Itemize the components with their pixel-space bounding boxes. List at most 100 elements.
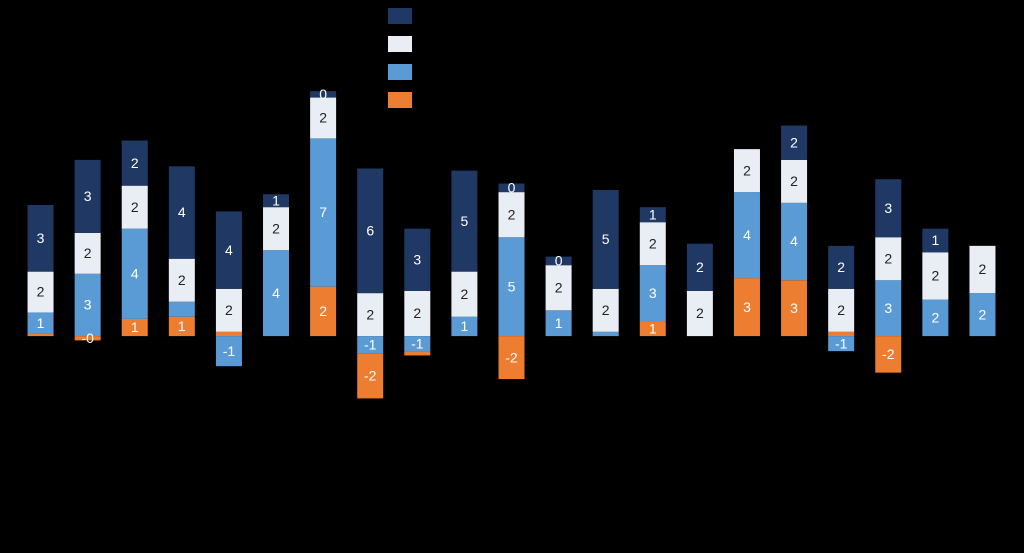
bar-segment [922, 228, 949, 253]
data-label: 2 [837, 302, 845, 318]
data-label: 2 [272, 220, 280, 236]
data-label: 2 [178, 272, 186, 288]
data-label: 2 [555, 279, 563, 295]
bar-segment [639, 222, 666, 266]
data-label: -2 [882, 346, 895, 362]
data-label: 2 [508, 206, 516, 222]
data-label: 1 [272, 192, 280, 208]
data-label: 2 [461, 286, 469, 302]
data-label: 6 [366, 222, 374, 238]
bar-segment [969, 245, 996, 294]
bar-segment [168, 316, 195, 337]
bar-segment [875, 179, 902, 238]
legend-swatch [388, 8, 412, 24]
bar-segment [875, 237, 902, 281]
data-label: -0 [81, 330, 94, 346]
bar-segment [686, 243, 713, 291]
data-label: -1 [411, 335, 424, 351]
legend-swatch [388, 64, 412, 80]
data-label: 0 [319, 86, 327, 102]
data-label: -2 [364, 368, 377, 384]
bar-segment [498, 192, 525, 238]
data-label: 2 [790, 173, 798, 189]
data-label: 4 [272, 285, 280, 301]
data-label: 2 [743, 162, 751, 178]
bar-segment [168, 301, 195, 317]
data-label: 2 [979, 306, 987, 322]
bar-segment [168, 258, 195, 302]
data-label: 1 [178, 318, 186, 334]
bar-segment [263, 194, 290, 208]
data-label: 2 [366, 306, 374, 322]
bar-segment [310, 138, 337, 287]
bar-segment [875, 336, 902, 373]
data-label: 3 [84, 188, 92, 204]
bar-segment [357, 336, 384, 354]
data-label: 3 [37, 230, 45, 246]
data-label: -2 [505, 349, 518, 365]
bar-segment [686, 290, 713, 337]
data-label: 3 [84, 297, 92, 313]
bar-segment [639, 207, 666, 223]
data-label: 2 [84, 245, 92, 261]
data-label: 2 [649, 235, 657, 251]
bar-segment [781, 202, 808, 281]
bar-segment [781, 159, 808, 203]
legend-swatch [388, 36, 412, 52]
data-label: -1 [223, 343, 236, 359]
data-label: 1 [649, 206, 657, 222]
bar-segment [828, 288, 855, 332]
bar-segment [545, 256, 572, 266]
bar-segment [733, 149, 760, 193]
bar-segment [404, 290, 431, 337]
data-label: 1 [131, 319, 139, 335]
data-label: 2 [696, 259, 704, 275]
data-label: 2 [37, 284, 45, 300]
data-label: 5 [602, 231, 610, 247]
data-label: 4 [131, 265, 139, 281]
bar-segment [498, 237, 525, 337]
data-label: 4 [743, 227, 751, 243]
data-label: 2 [790, 134, 798, 150]
data-label: 1 [649, 320, 657, 336]
bar-segment [263, 250, 290, 337]
bar-segment [639, 321, 666, 337]
data-label: 0 [555, 253, 563, 269]
data-label: 1 [461, 318, 469, 334]
data-label: 4 [178, 204, 186, 220]
bar-segment [215, 211, 242, 289]
bar-segment [922, 252, 949, 300]
data-label: 2 [413, 305, 421, 321]
data-label: 4 [225, 242, 233, 258]
bar-segment [357, 293, 384, 337]
bar-segment [404, 336, 431, 352]
bar-segment [357, 353, 384, 399]
bar-segment [168, 166, 195, 259]
data-label: 1 [555, 315, 563, 331]
bar-segment [498, 183, 525, 193]
data-label: 2 [837, 259, 845, 275]
data-label: -1 [835, 335, 848, 351]
bar-segment [592, 288, 619, 332]
data-label: 2 [979, 261, 987, 277]
data-label: 3 [884, 300, 892, 316]
data-label: 3 [884, 200, 892, 216]
bar-segment [121, 140, 148, 186]
data-label: 2 [931, 268, 939, 284]
bar-segment [27, 205, 54, 272]
data-label: 3 [413, 252, 421, 268]
data-label: 1 [37, 315, 45, 331]
bar-segment [498, 336, 525, 380]
data-label: 0 [508, 180, 516, 196]
bar-segment [875, 280, 902, 337]
data-label: 2 [319, 110, 327, 126]
data-label: 5 [508, 278, 516, 294]
bar-segment [828, 245, 855, 289]
data-label: 2 [225, 302, 233, 318]
legend-swatch [388, 92, 412, 108]
bar-segment [828, 331, 855, 337]
data-label: 2 [884, 250, 892, 266]
data-label: 2 [319, 303, 327, 319]
data-label: 3 [743, 299, 751, 315]
